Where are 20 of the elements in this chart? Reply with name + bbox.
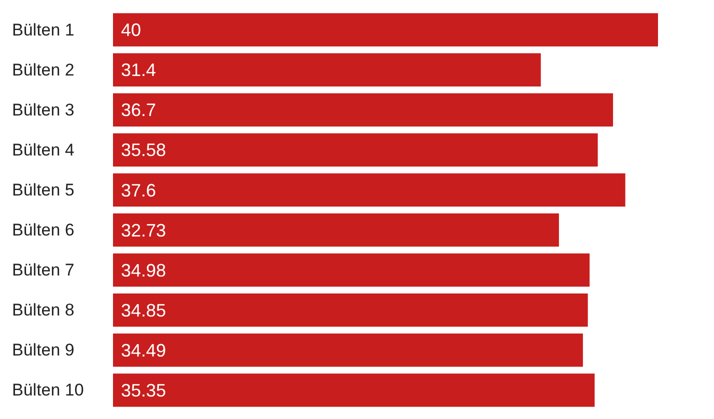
data-label: 35.35	[121, 380, 166, 400]
data-label: 34.85	[121, 300, 166, 320]
y-tick-label: Bülten 5	[12, 180, 74, 200]
data-label: 31.4	[121, 60, 156, 80]
y-tick-label: Bülten 10	[12, 380, 84, 400]
y-tick-label: Bülten 8	[12, 300, 74, 320]
data-label: 37.6	[121, 180, 156, 200]
y-tick-label: Bülten 2	[12, 60, 74, 80]
y-tick-label: Bülten 7	[12, 260, 74, 280]
data-label: 35.58	[121, 140, 166, 160]
data-label: 36.7	[121, 100, 156, 120]
data-label: 34.98	[121, 260, 166, 280]
data-label: 34.49	[121, 340, 166, 360]
y-tick-label: Bülten 3	[12, 100, 74, 120]
y-tick-label: Bülten 4	[12, 140, 74, 160]
y-tick-label: Bülten 1	[12, 20, 74, 40]
y-tick-label: Bülten 6	[12, 220, 74, 240]
data-label: 32.73	[121, 220, 166, 240]
y-tick-label: Bülten 9	[12, 340, 74, 360]
data-label: 40	[121, 20, 142, 40]
